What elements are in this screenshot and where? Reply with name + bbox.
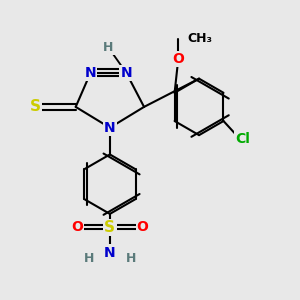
Text: N: N bbox=[120, 66, 132, 80]
Text: S: S bbox=[30, 99, 41, 114]
Text: Cl: Cl bbox=[236, 132, 250, 146]
Text: N: N bbox=[104, 121, 116, 135]
Text: N: N bbox=[104, 245, 116, 260]
Text: S: S bbox=[104, 220, 116, 235]
Text: O: O bbox=[172, 52, 184, 66]
Text: H: H bbox=[125, 252, 136, 265]
Text: O: O bbox=[136, 220, 148, 234]
Text: N: N bbox=[85, 66, 96, 80]
Text: H: H bbox=[103, 41, 114, 54]
Text: CH₃: CH₃ bbox=[187, 32, 212, 45]
Text: H: H bbox=[84, 252, 94, 265]
Text: O: O bbox=[71, 220, 83, 234]
